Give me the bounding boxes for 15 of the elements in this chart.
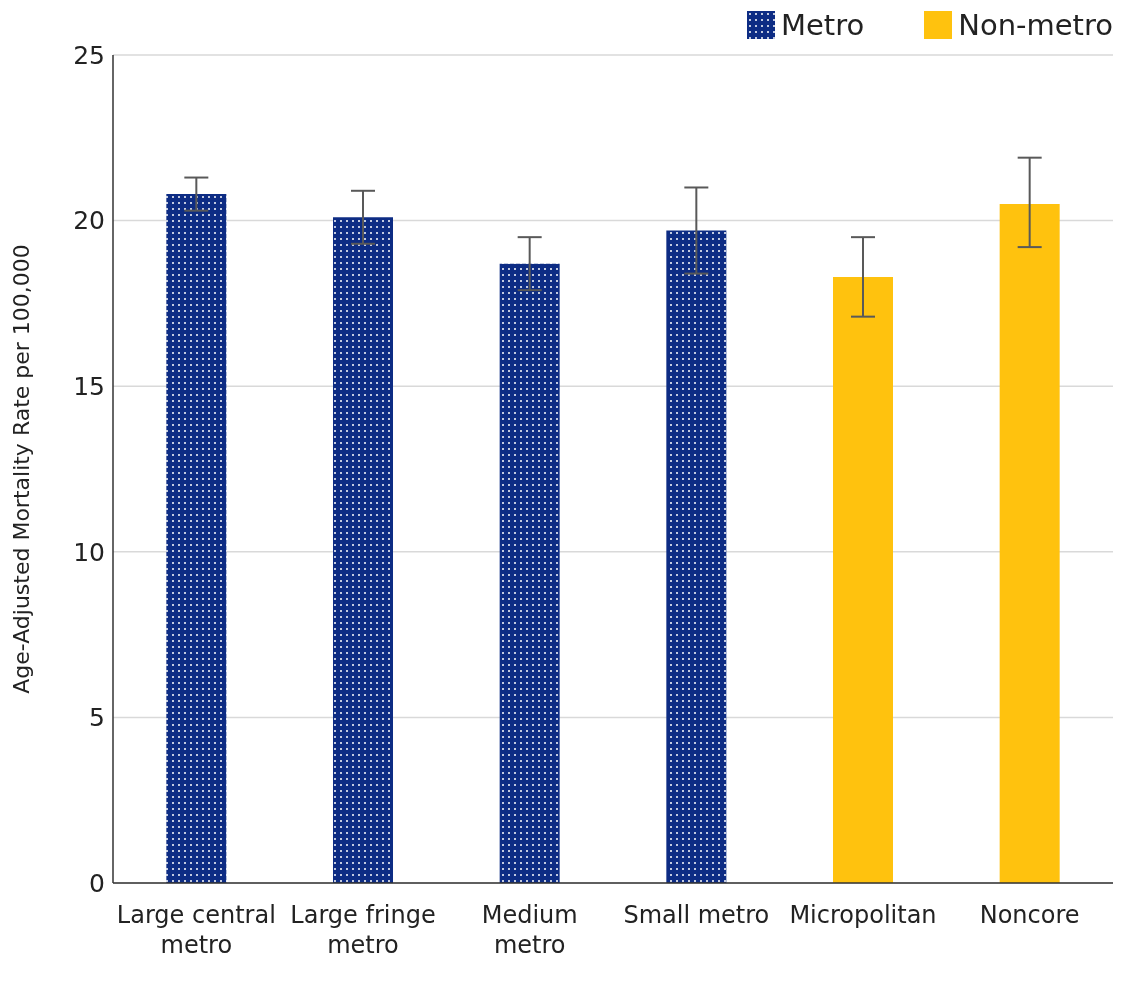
x-tick-label: Micropolitan [789, 901, 937, 929]
y-tick-label: 5 [89, 703, 105, 733]
x-tick-label: Noncore [979, 901, 1080, 929]
x-tick-label: Large fringe metro [290, 901, 436, 959]
y-tick-label: 25 [73, 40, 105, 70]
legend-label: Non-metro [958, 8, 1113, 42]
y-tick-label: 15 [73, 372, 105, 402]
y-tick-label: 20 [73, 206, 105, 236]
legend-label: Metro [780, 8, 865, 42]
x-tick-label: Small metro [623, 901, 770, 929]
y-tick-label: 0 [89, 868, 105, 898]
x-tick-label: Medium metro [481, 901, 578, 959]
x-tick-label: Large central metro [116, 901, 276, 959]
y-tick-label: 10 [73, 537, 105, 567]
y-axis-title: Age-Adjusted Mortality Rate per 100,000 [8, 244, 34, 694]
